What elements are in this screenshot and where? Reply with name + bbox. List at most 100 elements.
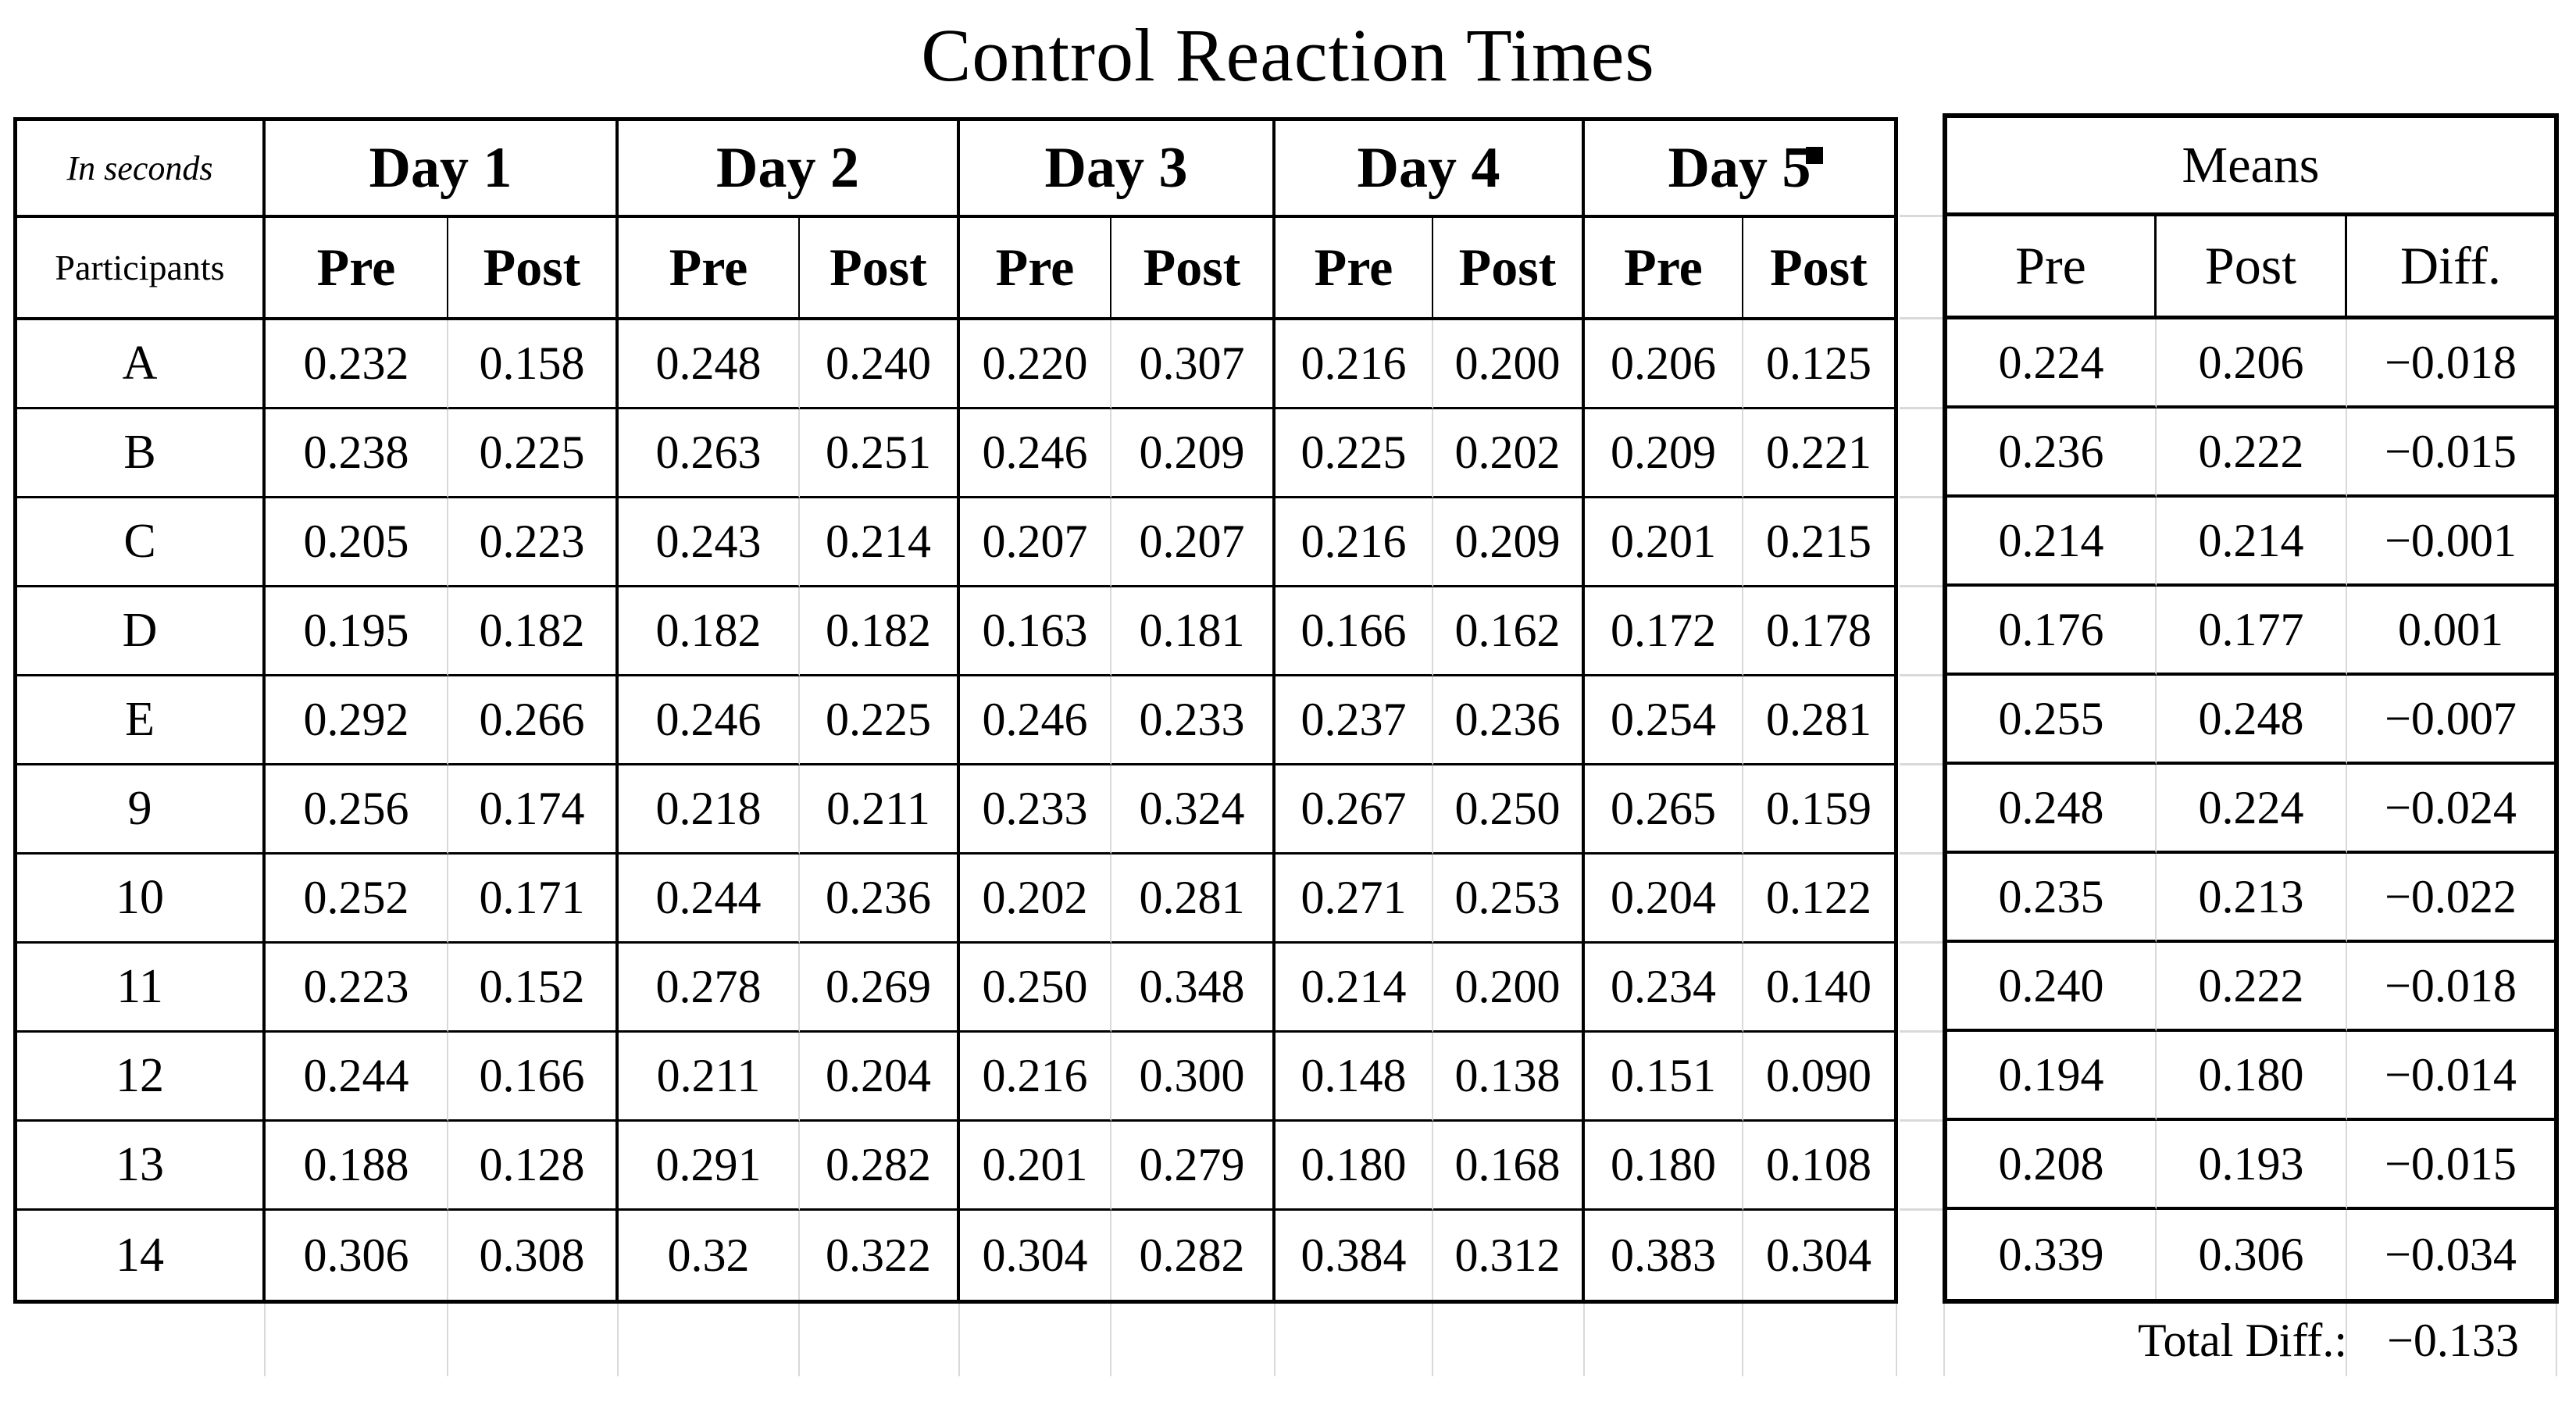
data-cell-d4-post: 0.253 bbox=[1433, 855, 1585, 944]
gridline-stub bbox=[447, 1304, 448, 1376]
mean-post-cell: 0.222 bbox=[2157, 943, 2347, 1032]
data-cell-d5-pre: 0.201 bbox=[1585, 498, 1743, 587]
data-cell-d3-post: 0.233 bbox=[1111, 676, 1276, 765]
means-diff-header: Diff. bbox=[2347, 216, 2554, 319]
data-cell-d3-pre: 0.250 bbox=[960, 944, 1111, 1033]
data-cell-d4-post: 0.236 bbox=[1433, 676, 1585, 765]
day5-pre-header: Pre bbox=[1585, 218, 1743, 320]
mean-pre-cell: 0.240 bbox=[1947, 943, 2157, 1032]
mean-post-cell: 0.206 bbox=[2157, 319, 2347, 409]
participant-cell: 12 bbox=[17, 1033, 266, 1122]
gap-gridline bbox=[1900, 763, 1943, 765]
data-cell-d1-pre: 0.292 bbox=[266, 676, 448, 765]
data-cell-d3-pre: 0.201 bbox=[960, 1122, 1111, 1211]
data-cell-d2-pre: 0.291 bbox=[619, 1122, 800, 1211]
gridline-stub bbox=[1896, 1304, 1897, 1376]
data-cell-d4-pre: 0.267 bbox=[1276, 765, 1433, 855]
means-pre-header: Pre bbox=[1947, 216, 2157, 319]
gap-gridline bbox=[1900, 852, 1943, 855]
data-cell-d4-pre: 0.214 bbox=[1276, 944, 1433, 1033]
day3-header: Day 3 bbox=[960, 121, 1276, 218]
mean-diff-cell: −0.007 bbox=[2347, 676, 2554, 765]
page-title: Control Reaction Times bbox=[921, 12, 1655, 97]
unit-note-cell: In seconds bbox=[17, 121, 266, 218]
data-cell-d1-pre: 0.256 bbox=[266, 765, 448, 855]
data-cell-d1-post: 0.158 bbox=[448, 320, 619, 409]
day5-post-header: Post bbox=[1743, 218, 1894, 320]
data-cell-d2-pre: 0.218 bbox=[619, 765, 800, 855]
gridline-stub bbox=[264, 1304, 266, 1376]
participant-cell: A bbox=[17, 320, 266, 409]
day1-post-header: Post bbox=[448, 218, 619, 320]
data-cell-d4-pre: 0.148 bbox=[1276, 1033, 1433, 1122]
data-cell-d3-pre: 0.246 bbox=[960, 409, 1111, 498]
mean-diff-cell: −0.018 bbox=[2347, 943, 2554, 1032]
data-cell-d5-post: 0.159 bbox=[1743, 765, 1894, 855]
data-cell-d1-pre: 0.223 bbox=[266, 944, 448, 1033]
data-cell-d1-pre: 0.188 bbox=[266, 1122, 448, 1211]
data-cell-d5-pre: 0.265 bbox=[1585, 765, 1743, 855]
data-cell-d1-post: 0.128 bbox=[448, 1122, 619, 1211]
day3-post-header: Post bbox=[1111, 218, 1276, 320]
data-cell-d2-pre: 0.182 bbox=[619, 587, 800, 676]
data-cell-d2-post: 0.182 bbox=[800, 587, 960, 676]
data-cell-d2-post: 0.240 bbox=[800, 320, 960, 409]
total-diff-label: Total Diff.: bbox=[1947, 1304, 2347, 1378]
data-cell-d1-post: 0.182 bbox=[448, 587, 619, 676]
data-cell-d5-pre: 0.172 bbox=[1585, 587, 1743, 676]
mean-diff-cell: −0.024 bbox=[2347, 765, 2554, 854]
mean-pre-cell: 0.176 bbox=[1947, 587, 2157, 676]
data-cell-d4-pre: 0.384 bbox=[1276, 1211, 1433, 1300]
mean-diff-cell: −0.001 bbox=[2347, 498, 2554, 587]
data-cell-d5-post: 0.108 bbox=[1743, 1122, 1894, 1211]
data-cell-d5-pre: 0.180 bbox=[1585, 1122, 1743, 1211]
mean-post-cell: 0.180 bbox=[2157, 1032, 2347, 1121]
day2-post-header: Post bbox=[800, 218, 960, 320]
data-cell-d3-pre: 0.202 bbox=[960, 855, 1111, 944]
gridline-stub bbox=[2346, 1304, 2347, 1376]
mean-diff-cell: −0.018 bbox=[2347, 319, 2554, 409]
data-cell-d3-post: 0.324 bbox=[1111, 765, 1276, 855]
data-cell-d4-post: 0.138 bbox=[1433, 1033, 1585, 1122]
participant-cell: 11 bbox=[17, 944, 266, 1033]
gap-gridline bbox=[1900, 674, 1943, 676]
gridline-stub bbox=[1742, 1304, 1743, 1376]
mean-post-cell: 0.306 bbox=[2157, 1210, 2347, 1299]
data-cell-d5-post: 0.140 bbox=[1743, 944, 1894, 1033]
participant-cell: E bbox=[17, 676, 266, 765]
participant-cell: 10 bbox=[17, 855, 266, 944]
data-cell-d5-pre: 0.206 bbox=[1585, 320, 1743, 409]
data-cell-d4-post: 0.312 bbox=[1433, 1211, 1585, 1300]
participant-cell: C bbox=[17, 498, 266, 587]
mean-pre-cell: 0.339 bbox=[1947, 1210, 2157, 1299]
mean-diff-cell: −0.014 bbox=[2347, 1032, 2554, 1121]
mean-post-cell: 0.213 bbox=[2157, 854, 2347, 943]
data-cell-d3-pre: 0.246 bbox=[960, 676, 1111, 765]
mean-diff-cell: −0.015 bbox=[2347, 409, 2554, 498]
gap-gridline bbox=[1900, 941, 1943, 944]
gap-gridline bbox=[1900, 317, 1943, 319]
data-cell-d5-post: 0.215 bbox=[1743, 498, 1894, 587]
data-cell-d5-post: 0.122 bbox=[1743, 855, 1894, 944]
data-cell-d4-post: 0.200 bbox=[1433, 320, 1585, 409]
data-cell-d3-pre: 0.216 bbox=[960, 1033, 1111, 1122]
data-cell-d3-post: 0.281 bbox=[1111, 855, 1276, 944]
data-cell-d4-pre: 0.225 bbox=[1276, 409, 1433, 498]
data-cell-d5-post: 0.125 bbox=[1743, 320, 1894, 409]
data-cell-d2-post: 0.225 bbox=[800, 676, 960, 765]
gridline-stub bbox=[1943, 1304, 1945, 1376]
data-cell-d3-pre: 0.163 bbox=[960, 587, 1111, 676]
mean-pre-cell: 0.214 bbox=[1947, 498, 2157, 587]
data-cell-d2-post: 0.236 bbox=[800, 855, 960, 944]
data-cell-d3-post: 0.307 bbox=[1111, 320, 1276, 409]
mean-pre-cell: 0.224 bbox=[1947, 319, 2157, 409]
day2-pre-header: Pre bbox=[619, 218, 800, 320]
gridline-stub bbox=[2556, 1304, 2557, 1376]
data-cell-d4-post: 0.200 bbox=[1433, 944, 1585, 1033]
participant-cell: D bbox=[17, 587, 266, 676]
reaction-times-table: In seconds Day 1 Day 2 Day 3 Day 4 Day 5… bbox=[13, 117, 1898, 1304]
data-cell-d5-post: 0.178 bbox=[1743, 587, 1894, 676]
data-cell-d5-post: 0.090 bbox=[1743, 1033, 1894, 1122]
gap-gridline bbox=[1900, 215, 1943, 217]
